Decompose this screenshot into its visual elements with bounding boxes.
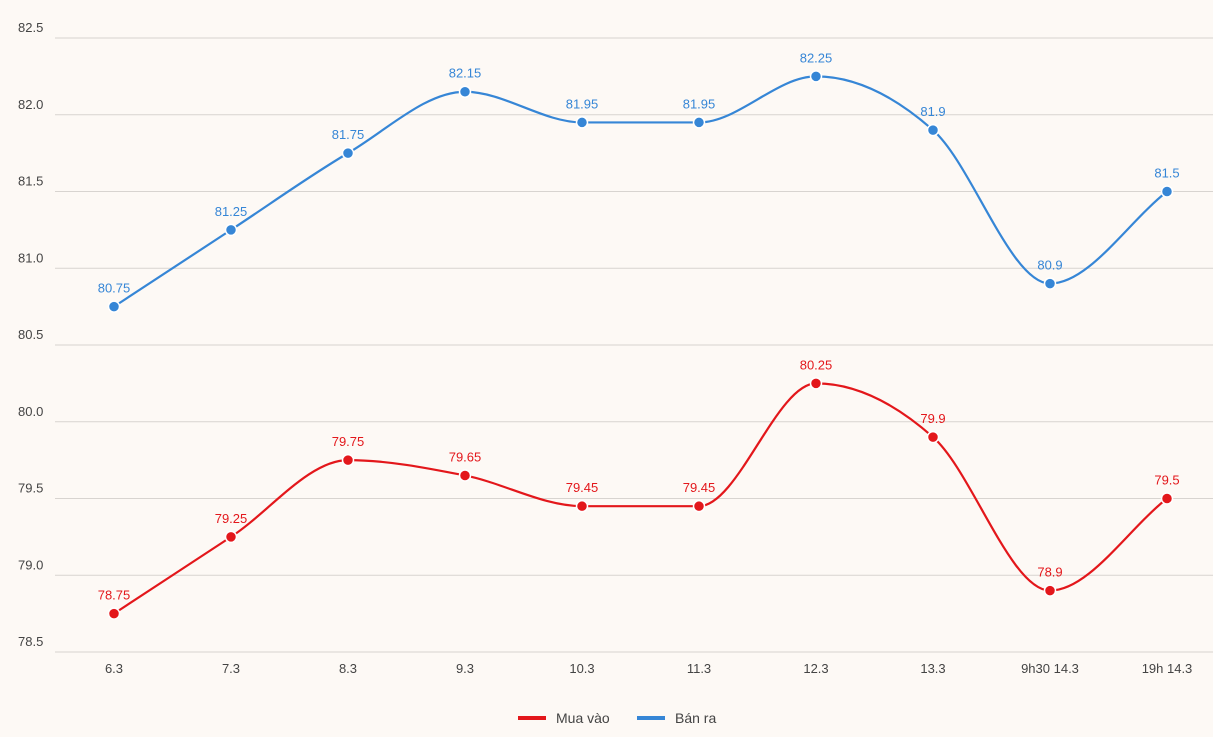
data-point[interactable] [809, 377, 823, 390]
data-point[interactable] [458, 469, 472, 482]
x-tick-label: 8.3 [339, 661, 357, 676]
data-label: 78.9 [1037, 565, 1062, 580]
y-tick-label: 78.5 [18, 634, 43, 649]
data-label: 79.65 [449, 449, 482, 464]
data-label: 81.25 [215, 204, 248, 219]
data-point[interactable] [692, 116, 706, 129]
legend: Mua vào Bán ra [518, 710, 716, 726]
data-point[interactable] [107, 300, 121, 313]
x-tick-label: 11.3 [687, 661, 711, 676]
y-tick-label: 80.0 [18, 404, 43, 419]
data-label: 80.9 [1037, 258, 1062, 273]
data-label: 79.9 [920, 411, 945, 426]
data-label: 79.75 [332, 434, 365, 449]
data-label: 79.5 [1154, 473, 1179, 488]
data-label: 82.25 [800, 50, 833, 65]
data-point[interactable] [224, 223, 238, 237]
data-point[interactable] [1043, 584, 1057, 597]
data-label: 81.95 [566, 96, 599, 111]
x-tick-label: 10.3 [569, 661, 594, 676]
y-tick-label: 79.0 [18, 557, 43, 572]
legend-label[interactable]: Mua vào [556, 710, 610, 726]
data-point[interactable] [575, 116, 589, 129]
data-point[interactable] [458, 85, 472, 98]
x-tick-label: 9h30 14.3 [1021, 661, 1079, 676]
data-label: 79.45 [566, 480, 599, 495]
data-point[interactable] [809, 70, 823, 83]
series-points [107, 70, 1174, 620]
data-point[interactable] [1043, 277, 1057, 290]
legend-label[interactable]: Bán ra [675, 710, 716, 726]
data-point[interactable] [224, 530, 238, 544]
data-label: 82.15 [449, 66, 482, 81]
data-point[interactable] [926, 123, 940, 137]
data-point[interactable] [341, 146, 355, 160]
y-tick-label: 82.0 [18, 97, 43, 112]
y-tick-label: 81.5 [18, 174, 43, 189]
series-line-0 [113, 382, 1168, 615]
data-point[interactable] [926, 430, 940, 444]
data-label: 79.45 [683, 480, 716, 495]
x-tick-label: 6.3 [105, 661, 123, 676]
data-point[interactable] [341, 453, 355, 467]
series-line-1 [113, 75, 1168, 308]
data-label: 80.25 [800, 357, 833, 372]
data-point[interactable] [575, 499, 589, 513]
y-axis: 78.5 79.0 79.5 80.0 80.5 81.0 81.5 82.0 82.5 [18, 20, 43, 649]
x-tick-label: 13.3 [920, 661, 945, 676]
data-label: 81.5 [1154, 166, 1179, 181]
x-tick-label: 9.3 [456, 661, 474, 676]
data-label: 78.75 [98, 588, 131, 603]
data-label: 81.95 [683, 96, 716, 111]
data-point[interactable] [1160, 492, 1174, 505]
y-tick-label: 80.5 [18, 327, 43, 342]
x-tick-label: 19h 14.3 [1142, 661, 1193, 676]
data-label: 79.25 [215, 511, 248, 526]
data-point[interactable] [1160, 185, 1174, 198]
y-tick-label: 79.5 [18, 481, 43, 496]
grid-lines [55, 37, 1213, 653]
data-label: 81.9 [920, 104, 945, 119]
x-tick-label: 12.3 [803, 661, 828, 676]
y-tick-label: 81.0 [18, 250, 43, 265]
x-axis: 6.3 7.3 8.3 9.3 10.3 11.3 12.3 13.3 9h30 14.3 19h… [105, 661, 1192, 676]
series-lines [113, 75, 1168, 615]
x-tick-label: 7.3 [222, 661, 240, 676]
series-labels: 78.75 79.25 79.75 79.65 79.45 79.45 80.25 79.9 7… [98, 50, 1180, 602]
data-point[interactable] [107, 607, 121, 620]
data-point[interactable] [692, 499, 706, 513]
y-tick-label: 82.5 [18, 20, 43, 35]
data-label: 81.75 [332, 127, 365, 142]
data-label: 80.75 [98, 281, 131, 296]
